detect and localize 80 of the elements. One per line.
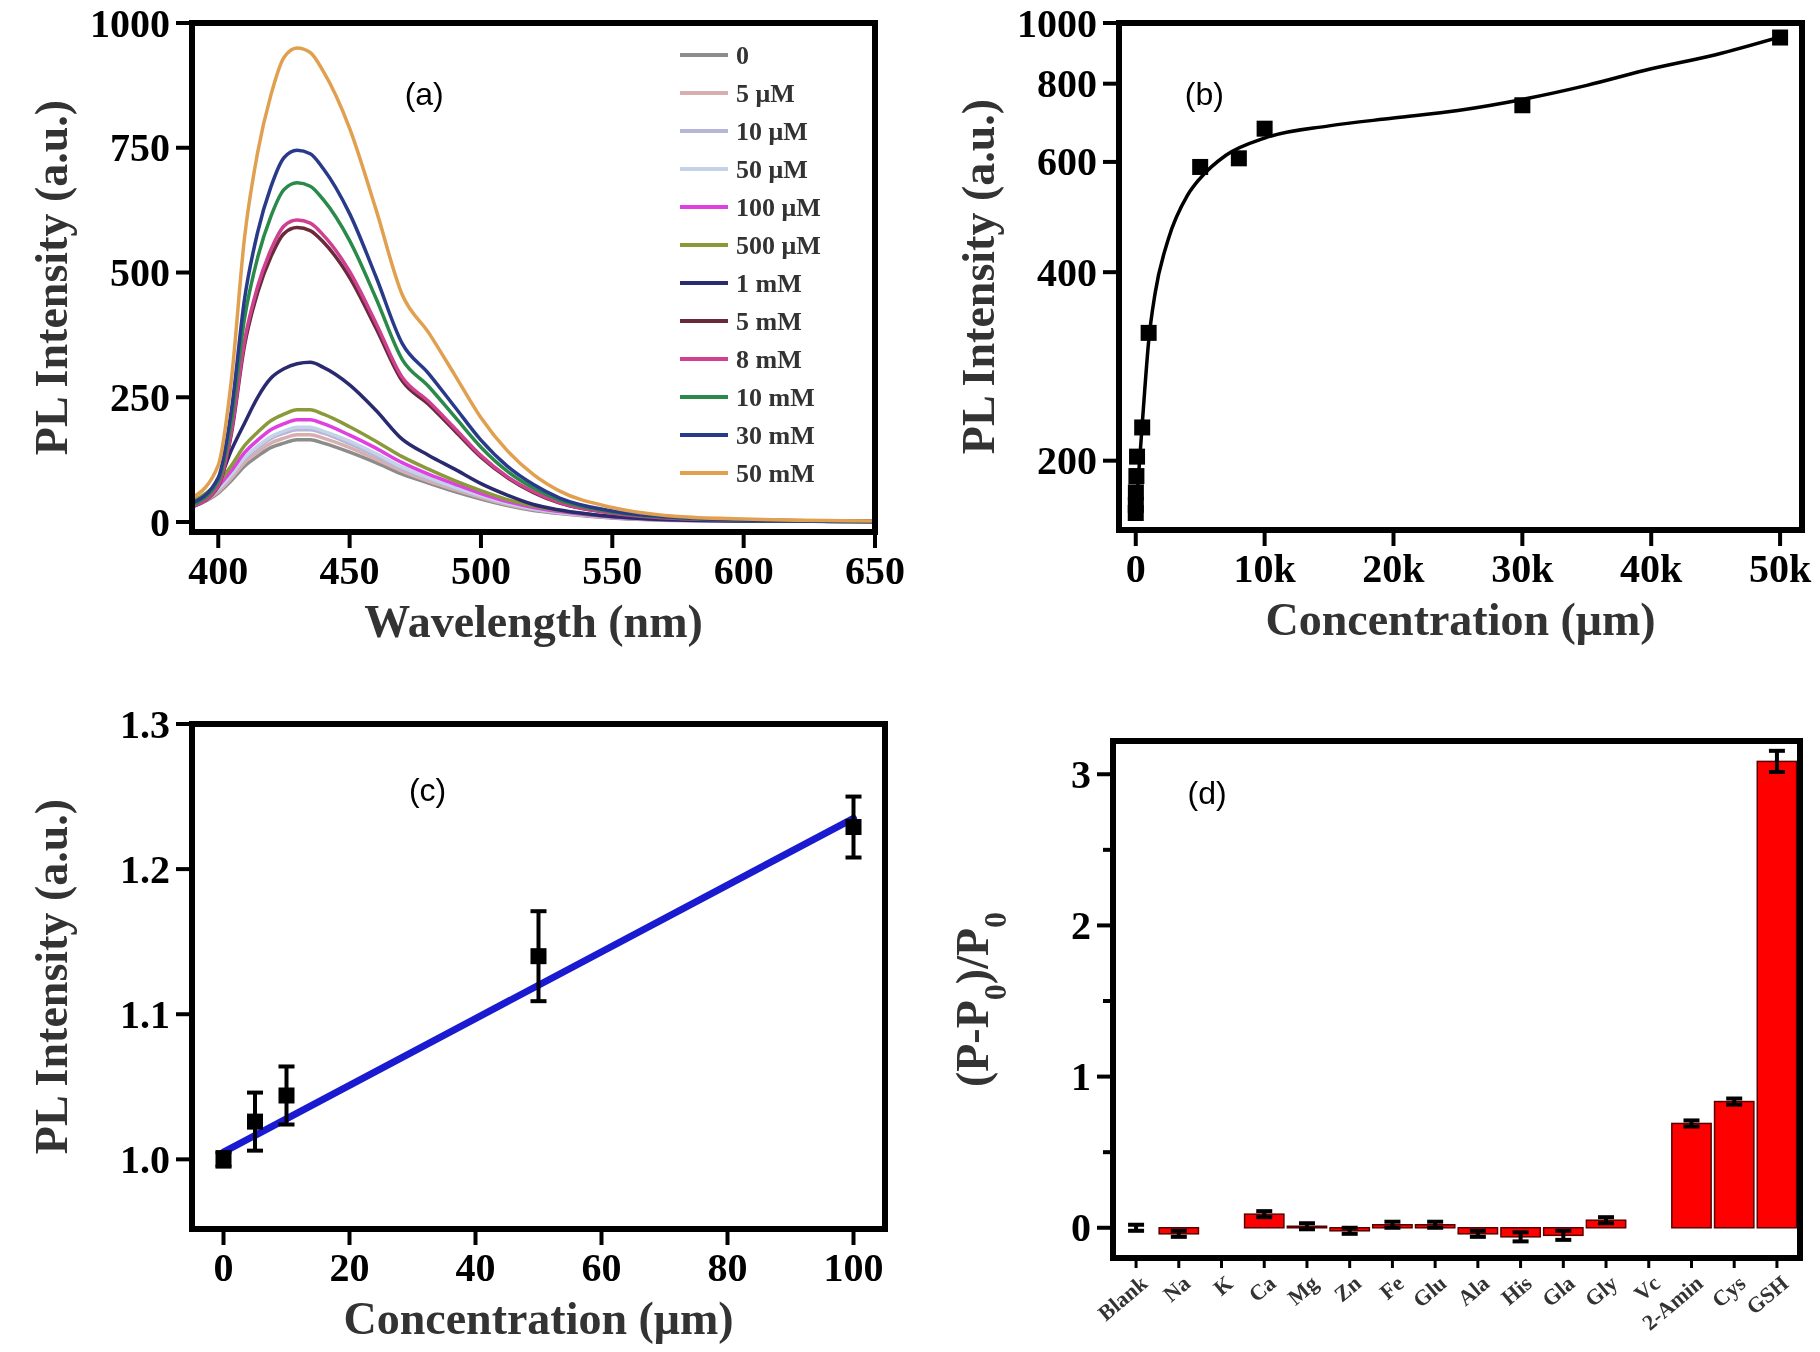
bar (1671, 1122, 1712, 1229)
x-tick-label: 20k (1362, 546, 1426, 591)
annotation: (d) (1187, 774, 1227, 811)
legend-label: 30 mM (736, 420, 815, 450)
point (1230, 150, 1247, 167)
y-tick-label: 0 (1071, 1205, 1091, 1251)
y-tick-label: 800 (1037, 61, 1097, 107)
y-tick-label: 3 (1071, 751, 1091, 797)
bar (1713, 1100, 1755, 1229)
legend-label: 500 μM (736, 230, 821, 260)
x-tick-label: 10k (1233, 546, 1297, 591)
y-tick-label: 600 (1037, 139, 1097, 185)
x-tick-label: Fe (1374, 1270, 1409, 1305)
legend-label: 50 mM (736, 458, 815, 488)
legend-label: 10 μM (736, 116, 808, 146)
x-tick-label: Gly (1579, 1270, 1623, 1312)
y-tick-label: 400 (1037, 249, 1097, 295)
x-tick-label: 100 (823, 1245, 884, 1290)
legend-label: 10 mM (736, 382, 815, 412)
x-tick-label: 40k (1620, 546, 1684, 591)
x-tick-label: 450 (319, 548, 380, 593)
y-tick-label: 1.3 (120, 701, 170, 747)
annotation: (c) (408, 771, 447, 808)
x-axis-title: Concentration (μm) (1265, 594, 1656, 645)
x-tick-label: Gla (1537, 1270, 1580, 1312)
x-tick-label: K (1208, 1270, 1238, 1301)
point (1192, 158, 1209, 175)
y-tick-label: 2 (1071, 902, 1091, 948)
x-tick-label: 40 (455, 1245, 496, 1290)
legend-label: 100 μM (736, 192, 821, 222)
legend-label: 0 (736, 40, 749, 70)
legend-label: 5 mM (736, 306, 802, 336)
x-tick-label: 650 (845, 548, 905, 593)
bar (1756, 760, 1798, 1229)
point (247, 1113, 263, 1130)
y-axis-title: PL Intensity (a.u.) (953, 98, 1004, 455)
x-tick-label: 50k (1748, 546, 1812, 591)
x-axis-title: Wavelength (nm) (364, 596, 703, 647)
y-axis-title: PL Intensity (a.u.) (26, 99, 77, 456)
y-tick-label: 1.2 (120, 846, 170, 892)
x-tick-label: His (1496, 1270, 1537, 1311)
point (845, 819, 862, 836)
x-axis-title: Concentration (μm) (343, 1293, 734, 1344)
y-tick-label: 1000 (1017, 0, 1097, 46)
x-tick-label: Glu (1407, 1270, 1452, 1313)
x-tick-label: 0 (213, 1245, 234, 1290)
x-tick-label: 20 (329, 1245, 370, 1290)
legend-label: 50 μM (736, 154, 808, 184)
x-tick-label: 600 (713, 548, 774, 593)
legend-label: 1 mM (736, 268, 802, 298)
y-tick-label: 0 (150, 499, 170, 545)
x-tick-label: Mg (1282, 1270, 1323, 1310)
point (1256, 120, 1273, 137)
y-tick-label: 750 (110, 125, 170, 171)
x-tick-label: Na (1158, 1270, 1195, 1307)
x-tick-label: 400 (188, 548, 249, 593)
y-tick-label: 1000 (90, 0, 170, 46)
x-tick-label: 60 (581, 1245, 622, 1290)
y-axis-title: PL Intensity (a.u.) (26, 798, 77, 1155)
point (530, 948, 547, 965)
y-tick-label: 1.1 (120, 991, 170, 1037)
legend-label: 5 μM (736, 78, 795, 108)
x-tick-label: Ala (1452, 1270, 1494, 1311)
y-tick-label: 250 (110, 374, 170, 420)
annotation: (b) (1184, 75, 1224, 112)
y-tick-label: 500 (110, 250, 170, 296)
line-series (192, 46, 875, 523)
y-tick-label: 200 (1037, 438, 1097, 484)
y-tick-label: 1.0 (120, 1136, 170, 1182)
x-tick-label: 30k (1491, 546, 1555, 591)
y-tick-label: 1 (1071, 1054, 1091, 1100)
point (278, 1087, 295, 1104)
x-tick-label: Zn (1329, 1270, 1366, 1307)
x-tick-label: 80 (707, 1245, 748, 1290)
legend-label: 8 mM (736, 344, 802, 374)
x-tick-label: 500 (450, 548, 511, 593)
x-tick-label: Ca (1243, 1270, 1281, 1307)
annotation: (a) (404, 76, 444, 113)
x-tick-label: 550 (582, 548, 643, 593)
x-tick-label: 0 (1125, 546, 1146, 591)
